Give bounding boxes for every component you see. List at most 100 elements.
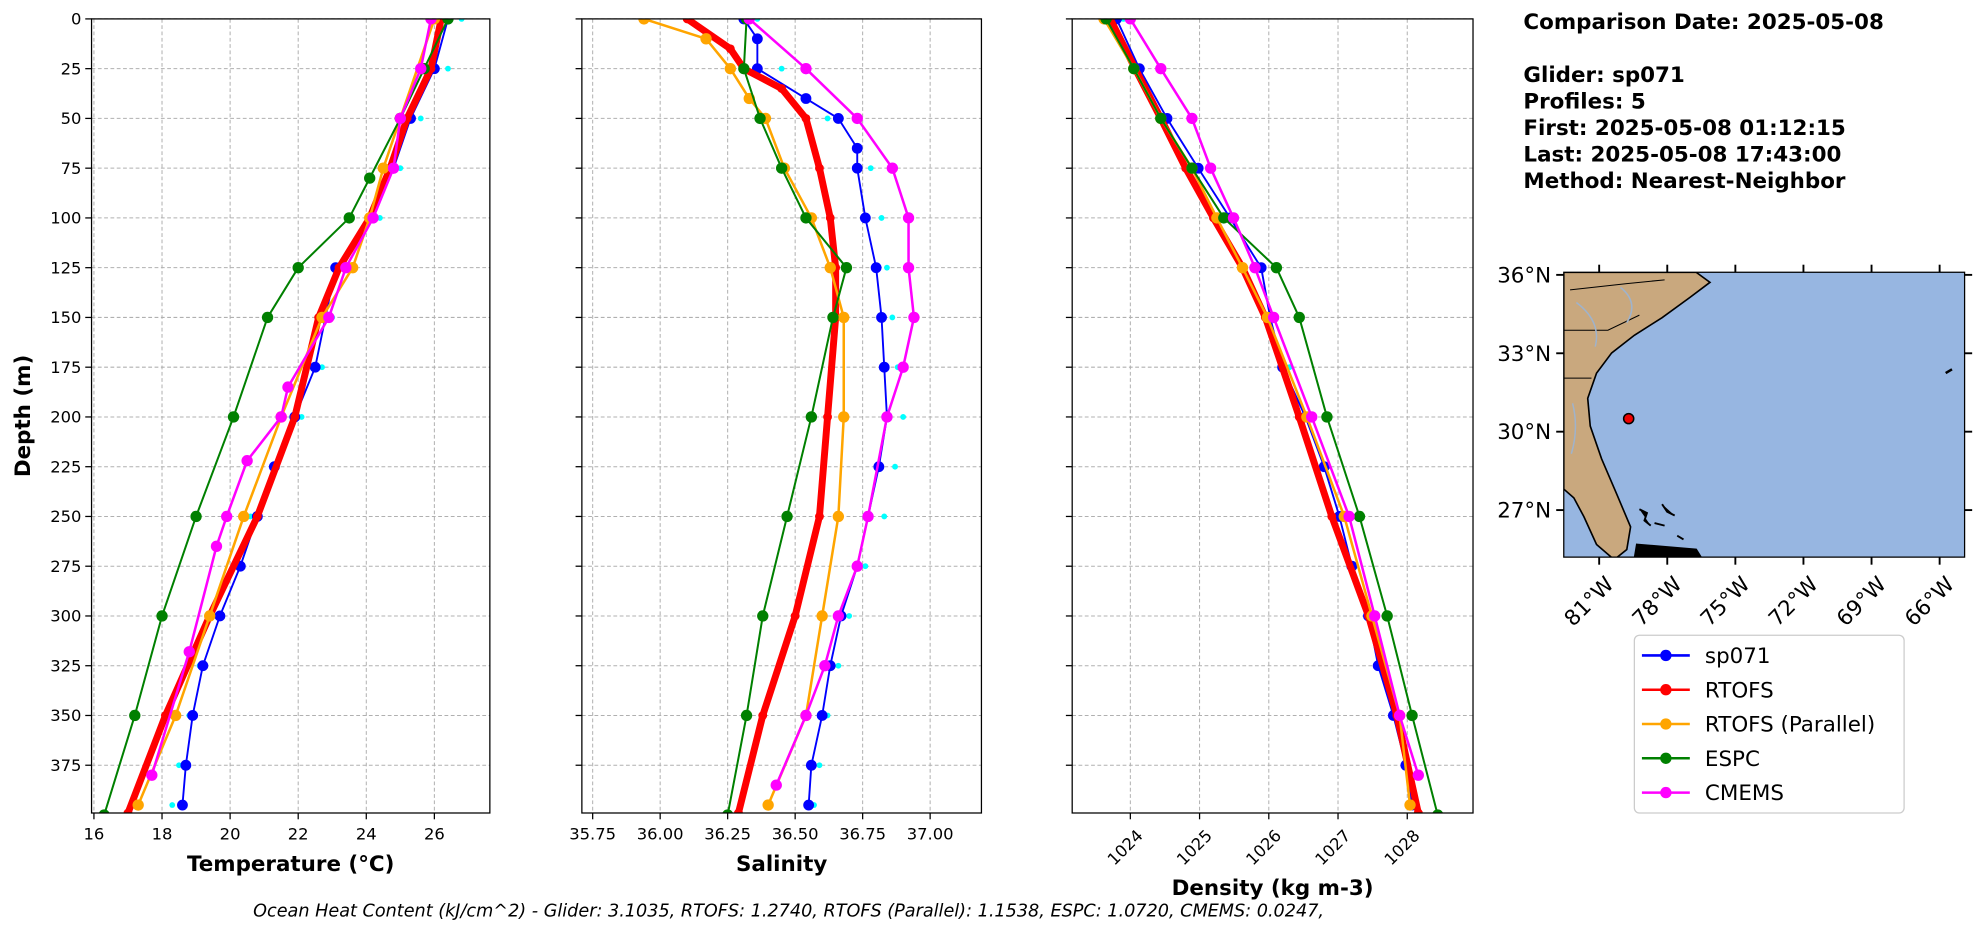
legend-label: RTOFS: [1705, 678, 1774, 703]
profile-marker: [754, 112, 766, 125]
land: [1563, 272, 1712, 558]
profile-marker: [846, 613, 853, 619]
y-axis-label: Depth (m): [11, 355, 36, 477]
profile-marker: [1128, 62, 1140, 75]
profile-marker: [862, 510, 874, 523]
profile-marker: [156, 610, 168, 622]
profile-marker: [394, 112, 406, 125]
profile-marker: [897, 361, 909, 373]
profile-marker: [1343, 510, 1355, 523]
profile-marker: [377, 162, 389, 174]
profile-marker: [227, 411, 240, 423]
series-group: [638, 18, 920, 813]
legend-box: [1633, 634, 1905, 814]
profile-marker: [638, 18, 650, 25]
profile-marker: [442, 18, 454, 25]
profile-marker: [1294, 412, 1304, 422]
profile-marker: [309, 361, 321, 373]
profile-marker: [1186, 162, 1198, 174]
profile-marker: [367, 212, 379, 224]
profile-marker: [1293, 311, 1305, 324]
profile-marker: [319, 364, 325, 371]
x-tick-label: 1024: [1104, 826, 1147, 869]
profile-marker: [340, 262, 352, 274]
profile-marker: [886, 162, 899, 174]
profile-marker: [1432, 809, 1444, 813]
profile-marker: [902, 212, 915, 224]
profile-marker: [187, 710, 199, 721]
y-tick-label: 150: [50, 308, 81, 327]
profile-marker: [214, 610, 226, 622]
profile-line: [1115, 18, 1414, 806]
profile-marker: [815, 512, 824, 521]
profile-marker: [1270, 262, 1283, 274]
profile-marker: [738, 62, 750, 75]
islands: [1633, 503, 1702, 558]
profile-marker: [282, 381, 294, 393]
profile-marker: [298, 414, 305, 420]
x-tick-label: 1025: [1173, 826, 1216, 869]
profile-marker: [743, 18, 755, 25]
y-tick-label: 25: [61, 59, 82, 78]
panel: 1024 1025 1026 1027 1028 Density (kg m-3): [1065, 18, 1474, 901]
profile-marker: [757, 610, 769, 622]
profile-marker: [190, 510, 202, 523]
profile-marker: [851, 112, 863, 125]
x-tick-label: 18: [152, 824, 173, 843]
profile-marker: [832, 112, 844, 124]
y-tick-label: 50: [61, 109, 82, 128]
profile-marker: [177, 799, 188, 811]
profile-marker: [221, 510, 233, 523]
x-tick-label: 36.25: [704, 824, 751, 843]
legend-marker: [1660, 752, 1672, 764]
profile-marker: [180, 759, 192, 771]
profile-marker: [275, 411, 287, 423]
profile-marker: [1155, 62, 1167, 75]
profile-marker: [778, 65, 785, 72]
profile-marker: [1267, 311, 1280, 324]
info-line: Comparison Date: 2025-05-08: [1523, 10, 1883, 35]
axes-frame: [581, 18, 983, 814]
profile-marker: [889, 314, 896, 321]
profile-marker: [343, 212, 355, 224]
profile-line: [685, 18, 840, 813]
profile-marker: [832, 610, 845, 622]
profile-marker: [204, 610, 216, 622]
profile-marker: [892, 463, 898, 470]
profile-marker: [1155, 112, 1167, 125]
profile-marker: [445, 65, 451, 72]
lat-label: 27°N: [1497, 499, 1551, 524]
bermuda: [1945, 368, 1953, 375]
lon-label: 72°W: [1764, 572, 1823, 631]
legend-label: ESPC: [1705, 747, 1760, 772]
profile-marker: [851, 560, 863, 572]
y-tick-label: 75: [61, 159, 82, 178]
profile-marker: [1393, 709, 1406, 722]
y-tick-label: 225: [50, 457, 81, 476]
x-tick-label: 37.00: [907, 824, 954, 843]
profile-marker: [851, 142, 863, 154]
axes-frame: [1071, 18, 1474, 814]
profile-marker: [724, 62, 737, 75]
axes-frame: [90, 18, 491, 814]
profile-marker: [805, 759, 817, 771]
profile-marker: [252, 512, 262, 521]
profile-marker: [1249, 262, 1261, 274]
y-tick-label: 175: [50, 358, 81, 377]
profile-marker: [176, 762, 182, 769]
legend-marker: [1660, 786, 1672, 799]
x-tick-label: 36.75: [839, 824, 886, 843]
info-line: Last: 2025-05-08 17:43:00: [1523, 142, 1841, 167]
profile-marker: [908, 311, 920, 324]
glider-position: [1622, 412, 1635, 425]
profile-marker: [387, 162, 400, 174]
y-tick-label: 250: [50, 507, 81, 526]
profile-marker: [1353, 510, 1366, 523]
map: 36°N 33°N 30°N 27°N 81°W 78°W 75°W 72°W 69°W 66°W: [1497, 263, 1973, 632]
profile-marker: [835, 662, 842, 669]
profile-marker: [1124, 18, 1137, 25]
profile-marker: [777, 84, 787, 93]
legend-marker: [1660, 684, 1672, 696]
legend-marker: [1660, 718, 1672, 730]
y-tick-label: 0: [71, 10, 81, 29]
